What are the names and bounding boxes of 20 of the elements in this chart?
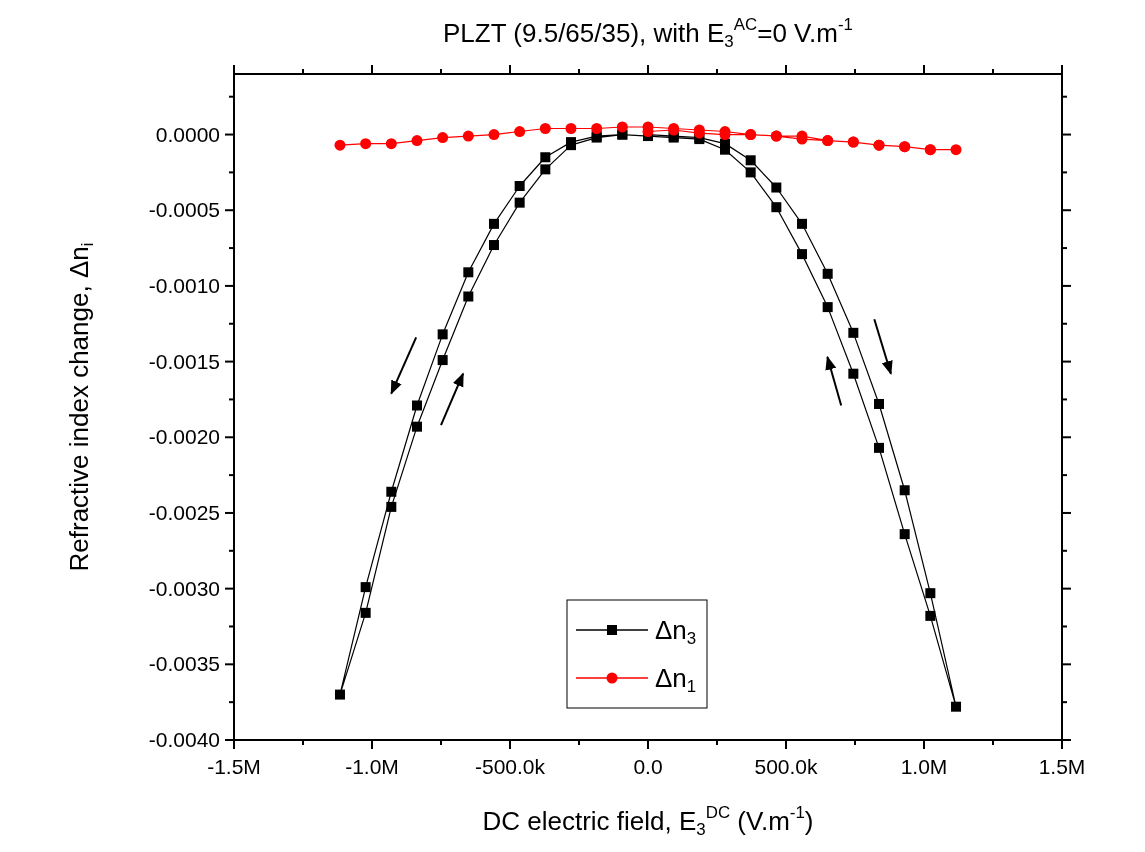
y-tick-label: -0.0025 [148, 500, 220, 524]
x-tick-label: 1.0M [900, 755, 948, 778]
x-tick-label: -1.0M [345, 755, 399, 778]
y-tick-label: -0.0005 [148, 198, 220, 222]
y-tick-label: -0.0015 [148, 349, 220, 373]
y-tick-label: -0.0030 [148, 576, 220, 600]
y-tick-label: -0.0010 [148, 273, 220, 297]
y-tick-label: 0.0000 [155, 122, 220, 146]
x-tick-label: -1.5M [207, 755, 261, 778]
y-tick-label: -0.0040 [148, 728, 220, 751]
x-axis-title: DC electric field, E$_{3}$$^{DC}$ (V.m$^{-1}$) [482, 803, 814, 840]
x-tick-label: 500.0k [754, 755, 819, 778]
legend-label: Δn$_{1}$ [655, 663, 697, 697]
y-tick-label: -0.0020 [148, 425, 220, 449]
y-tick-label: -0.0035 [148, 652, 220, 676]
chart-title: PLZT (9.5/65/35), with E$_{3}$$^{AC}$=0 V.m$^{-1}$ [443, 15, 853, 52]
x-tick-label: 1.5M [1038, 755, 1086, 778]
x-tick-label: -500.0k [474, 755, 546, 778]
x-tick-label: 0.0 [633, 755, 663, 778]
legend-label: Δn$_{3}$ [655, 615, 697, 649]
